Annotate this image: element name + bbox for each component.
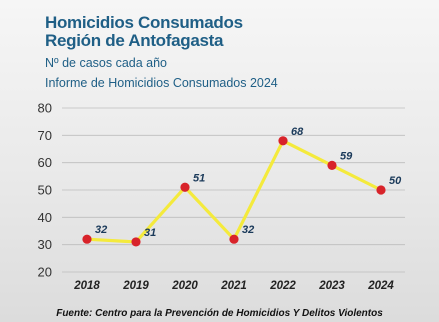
x-tick-label: 2020 (171, 280, 198, 292)
x-tick-label: 2018 (73, 280, 100, 292)
data-point (278, 136, 288, 146)
data-point (131, 237, 141, 247)
data-label: 51 (193, 172, 205, 184)
y-tick-label: 50 (38, 183, 52, 198)
y-tick-label: 80 (38, 101, 52, 116)
y-axis-ticks: 20 30 40 50 60 70 80 (38, 101, 52, 280)
series-line (85, 139, 383, 244)
series-layer (85, 139, 383, 244)
grid-lines (62, 107, 405, 273)
x-tick-label: 2021 (220, 280, 247, 292)
chart-title: Homicidios Consumados Región de Antofaga… (45, 14, 243, 50)
data-point (229, 234, 239, 244)
x-tick-label: 2022 (269, 280, 296, 292)
y-tick-label: 40 (38, 210, 52, 225)
x-axis-ticks: 2018 2019 2020 2021 2022 2023 2024 (73, 280, 394, 292)
y-tick-label: 60 (38, 155, 52, 170)
y-tick-label: 70 (38, 128, 52, 143)
y-tick-label: 20 (38, 265, 52, 280)
chart-subtitle-report: Informe de Homicidios Consumados 2024 (45, 76, 278, 90)
chart-title-line1: Homicidios Consumados (45, 13, 243, 32)
source-note: Fuente: Centro para la Prevención de Hom… (56, 308, 383, 319)
data-points (82, 136, 386, 247)
data-label: 31 (144, 227, 156, 239)
chart-title-line2: Región de Antofagasta (45, 31, 224, 50)
y-tick-label: 30 (38, 237, 52, 252)
x-tick-label: 2024 (367, 280, 394, 292)
data-label: 59 (340, 150, 353, 162)
x-tick-label: 2023 (318, 280, 345, 292)
x-tick-label: 2019 (122, 280, 149, 292)
data-label: 32 (95, 224, 107, 236)
chart-subtitle-units: Nº de casos cada año (45, 56, 168, 70)
data-point (376, 185, 386, 195)
data-labels: 32 31 51 32 68 59 50 (95, 126, 402, 239)
data-label: 50 (389, 175, 402, 187)
data-label: 32 (242, 224, 254, 236)
data-point (180, 182, 190, 192)
data-point (327, 160, 337, 170)
data-label: 68 (291, 126, 304, 138)
data-point (82, 234, 92, 244)
